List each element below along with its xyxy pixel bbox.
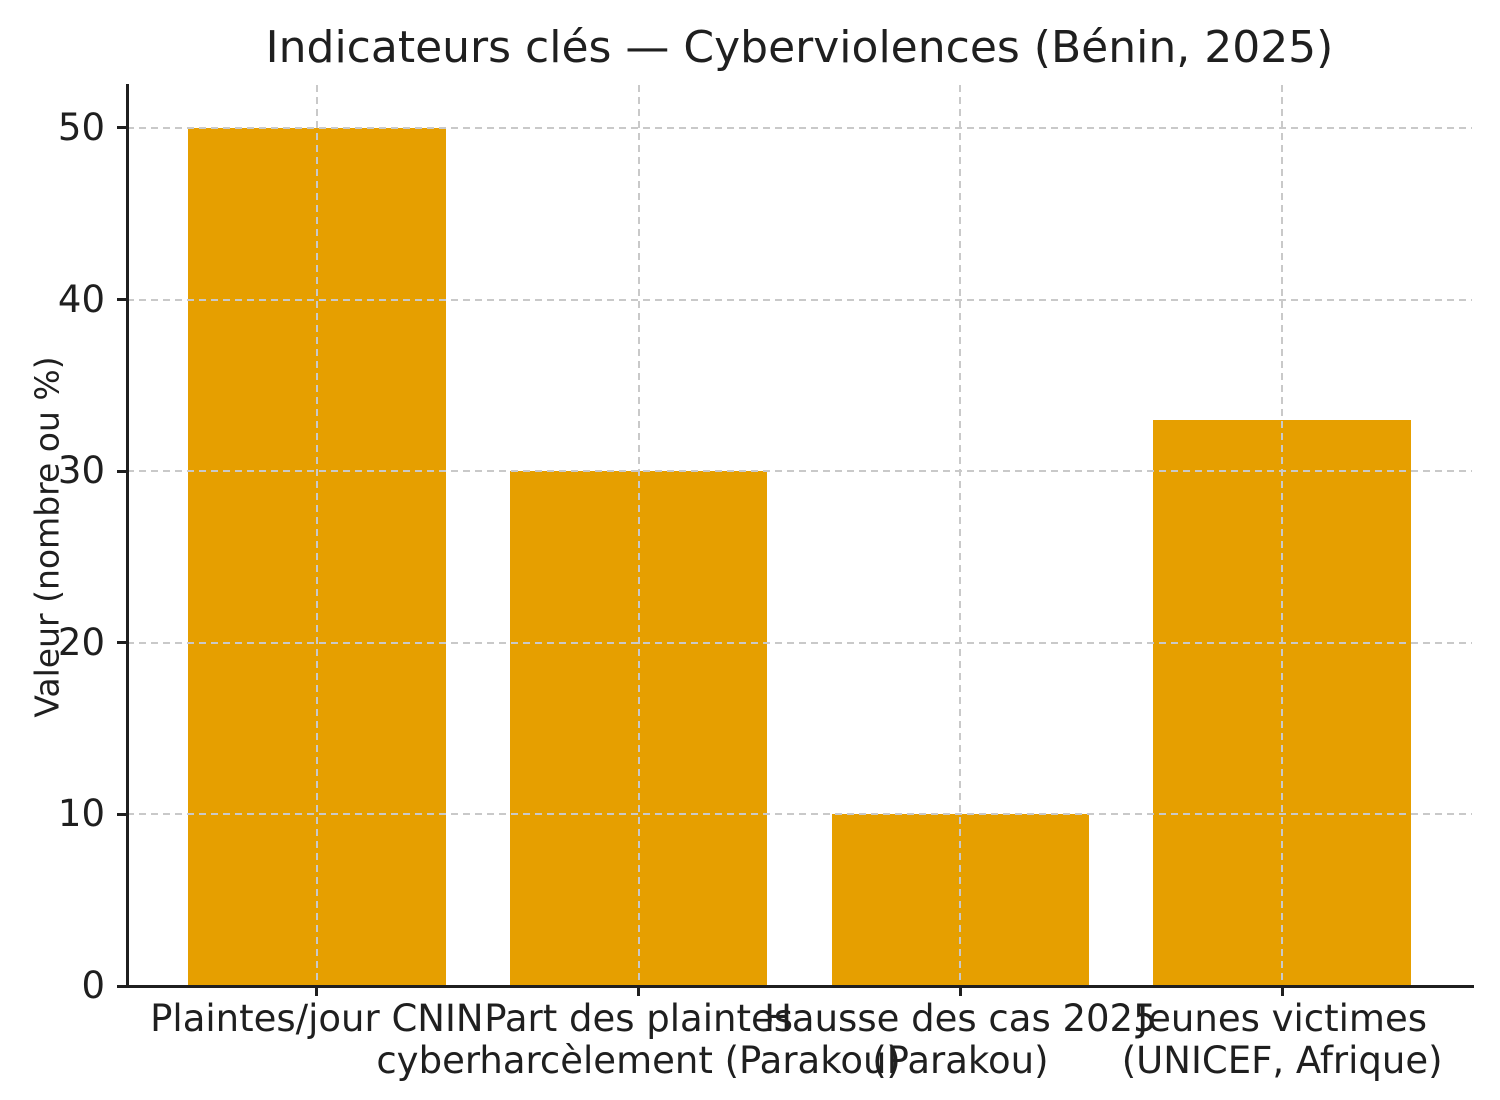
v-gridline [315,85,318,986]
y-tick [117,984,127,988]
grid-layer [127,85,1472,986]
h-gridline [127,641,1472,644]
h-gridline [127,126,1472,129]
v-gridline [637,85,640,986]
h-gridline [127,470,1472,473]
h-gridline [127,813,1472,816]
v-gridline [959,85,962,986]
chart-title: Indicateurs clés — Cyberviolences (Bénin… [265,22,1334,73]
h-gridline [127,298,1472,301]
y-tick [117,126,127,130]
x-axis-spine [125,984,1474,988]
x-category-label: Jeunes victimes (UNICEF, Afrique) [1121,997,1443,1082]
x-category-label: Plaintes/jour CNIN [150,997,484,1040]
y-tick-label: 40 [57,277,105,321]
y-tick [117,469,127,473]
x-tick [315,986,319,996]
x-tick [637,986,641,996]
y-tick-label: 20 [57,620,105,664]
plot-area [125,83,1474,988]
x-category-label: Part des plaintes cyberharcèlement (Para… [376,997,901,1082]
y-tick-label: 0 [81,964,105,1007]
x-tick [958,986,962,996]
y-axis-spine [125,83,129,988]
x-category-label: Hausse des cas 2025 (Parakou) [764,997,1157,1082]
y-tick [117,812,127,816]
y-tick-label: 30 [57,449,105,493]
y-tick [117,641,127,645]
y-tick [117,298,127,302]
x-tick [1280,986,1284,996]
y-tick-label: 10 [57,792,105,836]
y-tick-label: 50 [57,105,105,149]
v-gridline [1281,85,1284,986]
